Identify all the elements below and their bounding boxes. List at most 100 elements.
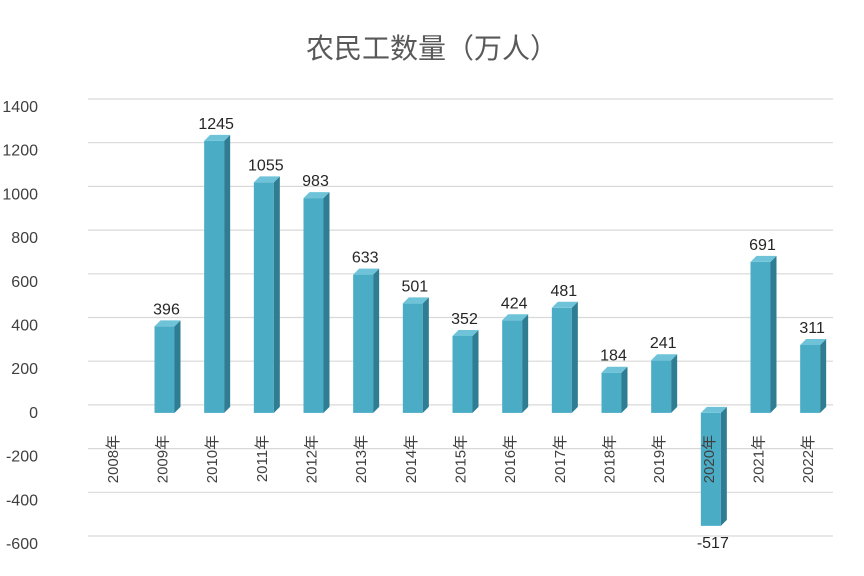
- bar-front-face: [601, 372, 622, 413]
- bar-top-face: [253, 176, 280, 183]
- y-tick-label: 400: [11, 318, 38, 335]
- y-tick-label: -400: [6, 492, 38, 509]
- bar: [601, 366, 628, 413]
- bar-side-face: [273, 176, 280, 413]
- y-tick-label: -600: [6, 536, 38, 553]
- y-tick-label: 1000: [2, 186, 38, 203]
- bar-side-face: [373, 268, 380, 413]
- bar-top-face: [303, 192, 330, 199]
- x-category-label: 2009年: [155, 435, 172, 483]
- bar: [502, 314, 529, 413]
- data-label: -517: [697, 535, 729, 552]
- bar-side-face: [422, 297, 429, 413]
- data-label: 184: [600, 348, 627, 365]
- bar-front-face: [204, 140, 225, 413]
- bar-front-face: [452, 335, 473, 413]
- x-category-label: 2019年: [651, 435, 668, 483]
- x-category-label: 2018年: [602, 435, 619, 483]
- bar-top-face: [750, 255, 777, 262]
- data-label: 1245: [198, 116, 234, 133]
- x-category-label: 2015年: [453, 435, 470, 483]
- bar-top-face: [452, 329, 479, 336]
- bar-side-face: [174, 320, 181, 413]
- bar: [253, 176, 280, 413]
- y-tick-label: 1200: [2, 143, 38, 160]
- y-tick-label: 800: [11, 230, 38, 247]
- bar-front-face: [551, 307, 572, 413]
- bar-side-face: [671, 354, 678, 413]
- bars: [154, 134, 827, 526]
- bar-top-face: [204, 134, 231, 141]
- y-tick-label: 200: [11, 361, 38, 378]
- data-label: 396: [153, 301, 180, 318]
- data-label: 241: [650, 335, 677, 352]
- bar-front-face: [353, 274, 374, 413]
- bar-front-face: [502, 320, 523, 413]
- bar-top-face: [800, 338, 827, 345]
- bar-front-face: [303, 198, 324, 413]
- bar-front-face: [700, 412, 721, 526]
- bar: [303, 192, 330, 413]
- x-category-label: 2013年: [353, 435, 370, 483]
- bar: [204, 134, 231, 413]
- bar-side-face: [224, 134, 231, 413]
- bar-top-face: [700, 406, 727, 413]
- data-label: 501: [401, 278, 428, 295]
- y-tick-label: -200: [6, 449, 38, 466]
- bar-side-face: [621, 366, 628, 413]
- x-category-label: 2014年: [403, 435, 420, 483]
- y-tick-label: 600: [11, 274, 38, 291]
- x-category-label: 2022年: [800, 435, 817, 483]
- x-category-label: 2016年: [502, 435, 519, 483]
- chart-title: 农民工数量（万人）: [306, 32, 558, 65]
- bar-top-face: [551, 301, 578, 308]
- data-label: 481: [550, 283, 577, 300]
- x-axis-category-labels: 2008年 2009年 2010年 2011年 2012年 2013年 2014年 2015年…: [105, 435, 817, 483]
- bar-front-face: [651, 360, 672, 413]
- data-label: 633: [352, 250, 379, 267]
- bar-front-face: [402, 303, 423, 413]
- bar: [700, 406, 727, 526]
- y-tick-label: 0: [29, 405, 38, 422]
- data-labels: 396 1245 1055 983 633 501 352 424 481 184 241 -517 6…: [153, 116, 825, 552]
- x-category-label: 2011年: [254, 435, 271, 482]
- bar: [353, 268, 380, 413]
- data-label: 424: [501, 295, 528, 312]
- bar-side-face: [323, 192, 330, 413]
- x-category-label: 2021年: [751, 435, 768, 483]
- bar-side-face: [770, 255, 777, 413]
- x-category-label: 2010年: [204, 435, 221, 483]
- y-axis-tick-labels: -600 -400 -200 0 200 400 600 800 1000 1200 1400: [2, 99, 38, 553]
- bar-top-face: [502, 314, 529, 321]
- bar: [452, 329, 479, 413]
- bar-top-face: [402, 297, 429, 304]
- bar-side-face: [820, 338, 827, 413]
- bar: [154, 320, 181, 413]
- x-category-label: 2012年: [304, 435, 321, 483]
- bar-front-face: [800, 344, 821, 413]
- bar-side-face: [720, 406, 727, 526]
- bar: [750, 255, 777, 413]
- data-label: 1055: [248, 157, 284, 174]
- data-label: 691: [749, 237, 776, 254]
- bar: [402, 297, 429, 413]
- bar-side-face: [472, 329, 479, 413]
- x-category-label: 2008年: [105, 435, 122, 483]
- bar: [800, 338, 827, 413]
- x-category-label: 2020年: [701, 435, 718, 483]
- bar-top-face: [601, 366, 628, 373]
- data-label: 983: [302, 173, 329, 190]
- bar-front-face: [154, 326, 175, 413]
- bar: [551, 301, 578, 413]
- y-tick-label: 1400: [2, 99, 38, 116]
- x-category-label: 2017年: [552, 435, 569, 483]
- bar-front-face: [750, 261, 771, 413]
- data-label: 352: [451, 311, 478, 328]
- bar-top-face: [651, 354, 678, 361]
- data-label: 311: [799, 320, 825, 337]
- bar-side-face: [571, 301, 578, 413]
- bar: [651, 354, 678, 413]
- bar-front-face: [253, 182, 274, 413]
